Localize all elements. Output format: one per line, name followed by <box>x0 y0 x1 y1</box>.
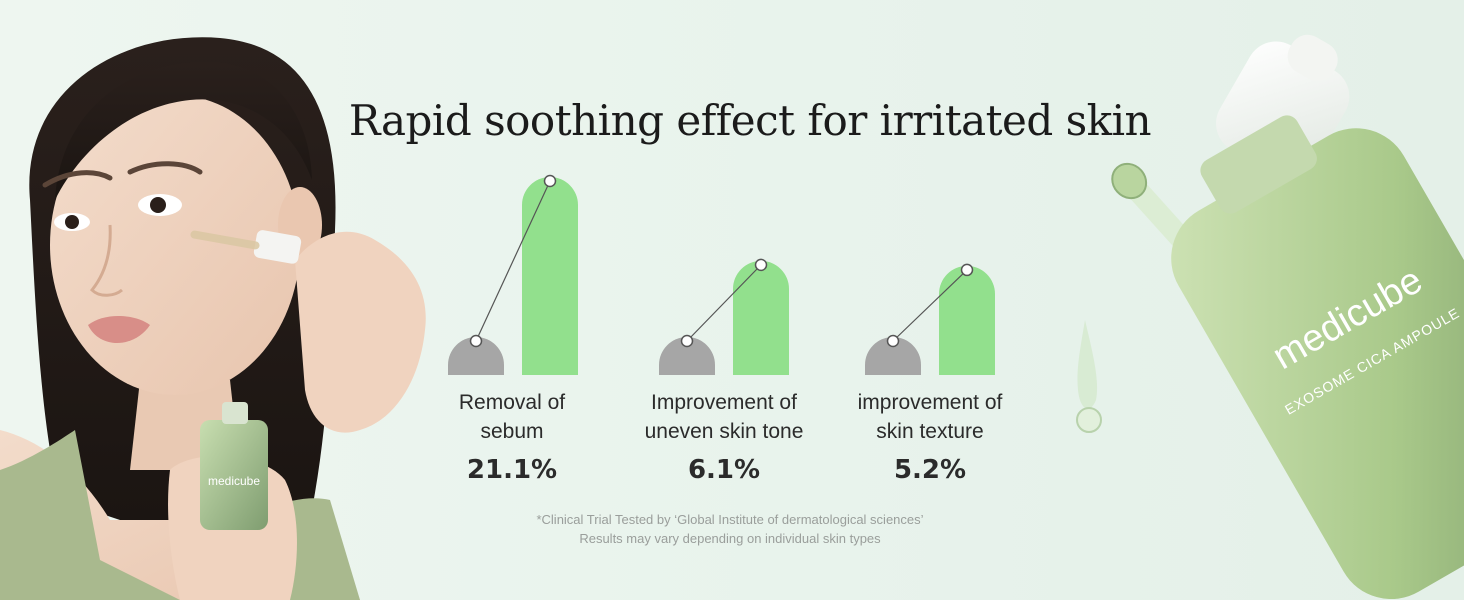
marker-before-skin-texture <box>886 334 900 348</box>
marker-after-skin-texture <box>960 263 974 277</box>
results-chart-svg <box>448 174 995 375</box>
bar-before-sebum <box>448 337 504 375</box>
stat-label-line: Removal of <box>458 391 566 414</box>
stat-label-line: improvement of <box>857 391 1003 414</box>
bar-after-skin-tone <box>733 260 789 375</box>
product-illustration: medicube EXOSOME CICA AMPOULE <box>1040 0 1464 600</box>
small-bottle-brand: medicube <box>208 474 260 488</box>
marker-after-sebum <box>543 174 557 188</box>
bar-after-skin-texture <box>939 265 995 375</box>
model-illustration: medicube <box>0 0 460 600</box>
stat-label-sebum: Removal of sebum <box>402 388 622 446</box>
results-chart: Removal of sebum 21.1% Improvement of un… <box>420 160 1060 500</box>
connector-line-sebum <box>475 180 551 342</box>
stat-value-skin-tone: 6.1% <box>687 455 761 485</box>
product-image: medicube EXOSOME CICA AMPOULE <box>1076 34 1464 600</box>
bar-before-skin-texture <box>865 337 921 375</box>
model-image: medicube <box>0 37 426 600</box>
stat-label-skin-tone: Improvement of uneven skin tone <box>614 388 834 446</box>
marker-before-skin-tone <box>680 334 694 348</box>
disclaimer: *Clinical Trial Tested by ‘Global Instit… <box>430 510 1030 548</box>
bar-after-sebum <box>522 177 578 375</box>
page-title: Rapid soothing effect for irritated skin <box>348 96 1152 145</box>
stat-label-line: Improvement of <box>651 391 797 414</box>
connector-line-skin-texture <box>892 269 968 342</box>
stat-label-line: uneven skin tone <box>644 420 804 443</box>
stat-value-sebum: 21.1% <box>466 455 558 485</box>
bar-before-skin-tone <box>659 337 715 375</box>
disclaimer-line: Results may vary depending on individual… <box>579 531 881 546</box>
marker-before-sebum <box>469 334 483 348</box>
disclaimer-line: *Clinical Trial Tested by ‘Global Instit… <box>536 512 924 527</box>
stat-label-line: skin texture <box>876 420 984 443</box>
stat-label-line: sebum <box>480 420 544 443</box>
marker-after-skin-tone <box>754 258 768 272</box>
stat-value-skin-texture: 5.2% <box>893 455 967 485</box>
connector-line-skin-tone <box>686 264 762 342</box>
stat-label-skin-texture: improvement of skin texture <box>820 388 1040 446</box>
